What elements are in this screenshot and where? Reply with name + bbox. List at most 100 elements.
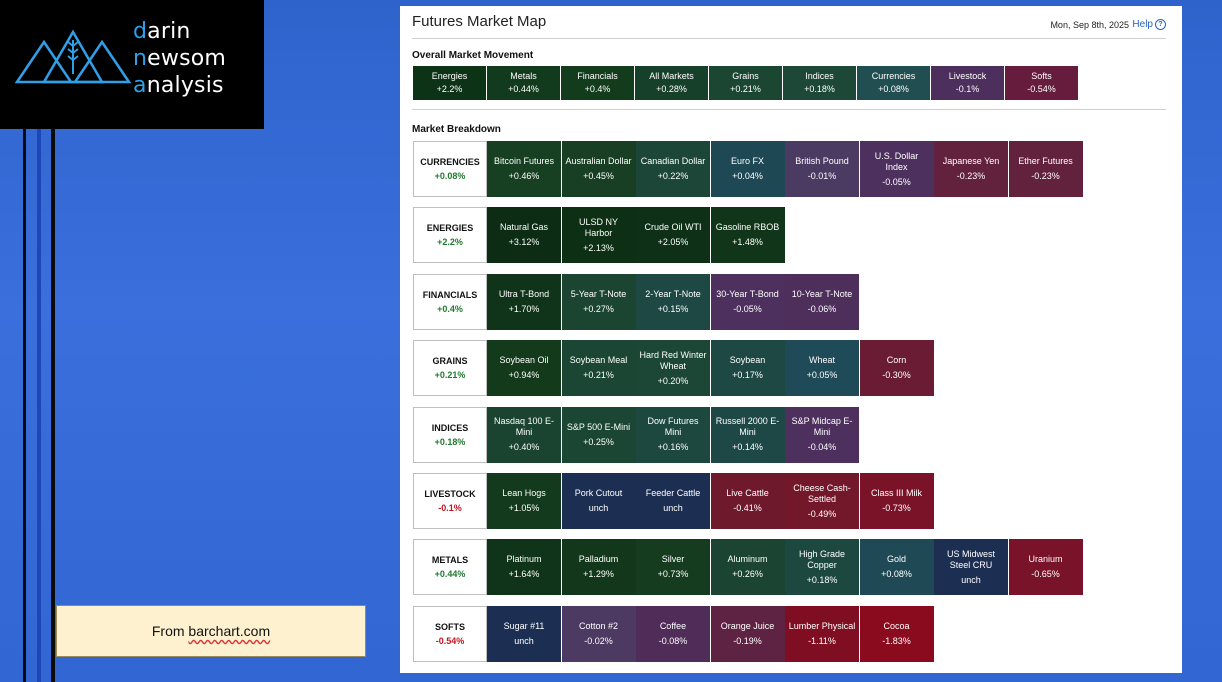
market-tile-dow-futures-mini[interactable]: Dow Futures Mini +0.16% (636, 406, 710, 463)
row-change: +0.21% (434, 370, 466, 381)
row-label-indices[interactable]: INDICES +0.18% (413, 406, 487, 463)
market-tile-aluminum[interactable]: Aluminum +0.26% (710, 539, 785, 596)
market-tile-japanese-yen[interactable]: Japanese Yen -0.23% (934, 141, 1008, 197)
row-label-livestock[interactable]: LIVESTOCK -0.1% (413, 473, 487, 529)
market-tile-canadian-dollar[interactable]: Canadian Dollar +0.22% (636, 141, 710, 197)
market-tile-silver[interactable]: Silver +0.73% (636, 539, 710, 596)
market-tile-platinum[interactable]: Platinum +1.64% (487, 539, 561, 596)
source-caption: From barchart.com (56, 605, 366, 657)
tile-name: Canadian Dollar (640, 156, 706, 166)
tile-change: +1.48% (732, 237, 763, 248)
overall-tile-grains[interactable]: Grains +0.21% (709, 66, 782, 100)
market-tile-soybean-meal[interactable]: Soybean Meal +0.21% (561, 340, 636, 397)
tile-change: +0.08% (878, 84, 909, 94)
tile-name: Euro FX (730, 156, 764, 166)
row-label-financials[interactable]: FINANCIALS +0.4% (413, 273, 487, 330)
market-tile-u-s-dollar-index[interactable]: U.S. Dollar Index -0.05% (859, 141, 934, 197)
market-tile-5-year-t-note[interactable]: 5-Year T-Note +0.27% (561, 273, 636, 330)
market-tile-s-p-midcap-e-mini[interactable]: S&P Midcap E-Mini -0.04% (785, 406, 859, 463)
row-label-energies[interactable]: ENERGIES +2.2% (413, 207, 487, 264)
tile-name: Indices (805, 71, 834, 81)
market-tile-cheese-cash-settled[interactable]: Cheese Cash-Settled -0.49% (785, 473, 859, 529)
row-change: +0.18% (434, 436, 466, 447)
market-tile-gold[interactable]: Gold +0.08% (859, 539, 934, 596)
tile-name: Cocoa (883, 620, 910, 631)
market-tile-10-year-t-note[interactable]: 10-Year T-Note -0.06% (785, 273, 859, 330)
market-tile-orange-juice[interactable]: Orange Juice -0.19% (710, 605, 785, 662)
market-tile-euro-fx[interactable]: Euro FX +0.04% (710, 141, 785, 197)
row-label-metals[interactable]: METALS +0.44% (413, 539, 487, 596)
tile-name: 2-Year T-Note (645, 288, 701, 299)
market-tile-cotton-2[interactable]: Cotton #2 -0.02% (561, 605, 636, 662)
tile-name: Gasoline RBOB (715, 222, 780, 233)
overall-tile-energies[interactable]: Energies +2.2% (413, 66, 486, 100)
tile-change: -0.04% (807, 442, 837, 453)
market-tile-ether-futures[interactable]: Ether Futures -0.23% (1008, 141, 1083, 197)
market-tile-bitcoin-futures[interactable]: Bitcoin Futures +0.46% (487, 141, 561, 197)
market-tile-ultra-t-bond[interactable]: Ultra T-Bond +1.70% (487, 273, 561, 330)
tile-name: US Midwest Steel CRU (946, 548, 995, 570)
market-tile-live-cattle[interactable]: Live Cattle -0.41% (710, 473, 785, 529)
row-label-currencies[interactable]: CURRENCIES +0.08% (413, 141, 487, 197)
row-name: INDICES (431, 422, 469, 433)
tile-name: Crude Oil WTI (644, 222, 702, 233)
overall-tile-softs[interactable]: Softs -0.54% (1005, 66, 1078, 100)
market-tile-soybean[interactable]: Soybean +0.17% (710, 340, 785, 397)
market-tile-us-midwest-steel-cru[interactable]: US Midwest Steel CRU unch (934, 539, 1008, 596)
market-tile-russell-2000-e-mini[interactable]: Russell 2000 E-Mini +0.14% (710, 406, 785, 463)
tile-change: unch (514, 635, 534, 646)
market-tile-crude-oil-wti[interactable]: Crude Oil WTI +2.05% (636, 207, 710, 264)
logo: darin newsom analysis (0, 0, 264, 129)
overall-tile-metals[interactable]: Metals +0.44% (487, 66, 560, 100)
market-tile-corn[interactable]: Corn -0.30% (859, 340, 934, 397)
market-tile-feeder-cattle[interactable]: Feeder Cattle unch (636, 473, 710, 529)
overall-tile-all-markets[interactable]: All Markets +0.28% (635, 66, 708, 100)
market-tile-natural-gas[interactable]: Natural Gas +3.12% (487, 207, 561, 264)
market-tile-british-pound[interactable]: British Pound -0.01% (785, 141, 859, 197)
market-tile-s-p-500-e-mini[interactable]: S&P 500 E-Mini +0.25% (561, 406, 636, 463)
tile-name: Grains (732, 71, 759, 81)
market-tile-lean-hogs[interactable]: Lean Hogs +1.05% (487, 473, 561, 529)
market-tile-palladium[interactable]: Palladium +1.29% (561, 539, 636, 596)
overall-tile-financials[interactable]: Financials +0.4% (561, 66, 634, 100)
market-tile-sugar-11[interactable]: Sugar #11 unch (487, 605, 561, 662)
row-label-grains[interactable]: GRAINS +0.21% (413, 340, 487, 397)
market-tile-soybean-oil[interactable]: Soybean Oil +0.94% (487, 340, 561, 397)
market-tile-cocoa[interactable]: Cocoa -1.83% (859, 605, 934, 662)
logo-initial: a (133, 73, 147, 98)
row-name: FINANCIALS (422, 289, 478, 300)
market-tile-gasoline-rbob[interactable]: Gasoline RBOB +1.48% (710, 207, 785, 264)
row-label-softs[interactable]: SOFTS -0.54% (413, 605, 487, 662)
market-tile-wheat[interactable]: Wheat +0.05% (785, 340, 859, 397)
market-tile-30-year-t-bond[interactable]: 30-Year T-Bond -0.05% (710, 273, 785, 330)
tile-change: unch (663, 503, 683, 513)
overall-tile-livestock[interactable]: Livestock -0.1% (931, 66, 1004, 100)
market-tile-2-year-t-note[interactable]: 2-Year T-Note +0.15% (636, 273, 710, 330)
tile-name: S&P Midcap E-Mini (791, 416, 853, 438)
row-change: +0.08% (434, 171, 466, 181)
overall-tile-currencies[interactable]: Currencies +0.08% (857, 66, 930, 100)
help-link[interactable]: Help ? (1132, 19, 1166, 30)
breakdown-section-title: Market Breakdown (412, 124, 501, 135)
market-tile-ulsd-ny-harbor[interactable]: ULSD NY Harbor +2.13% (561, 207, 636, 264)
market-tile-australian-dollar[interactable]: Australian Dollar +0.45% (561, 141, 636, 197)
market-tile-high-grade-copper[interactable]: High Grade Copper +0.18% (785, 539, 859, 596)
source-link[interactable]: barchart.com (188, 623, 271, 639)
caption-prefix: From (151, 623, 189, 639)
tile-change: +0.26% (732, 569, 763, 580)
market-tile-uranium[interactable]: Uranium -0.65% (1008, 539, 1083, 596)
tile-change: -0.54% (1027, 84, 1056, 94)
tile-change: unch (588, 503, 609, 513)
row-change: -0.54% (435, 635, 465, 646)
market-tile-nasdaq-100-e-mini[interactable]: Nasdaq 100 E-Mini +0.40% (487, 406, 561, 463)
market-tile-class-iii-milk[interactable]: Class III Milk -0.73% (859, 473, 934, 529)
logo-line: newsom (133, 45, 226, 72)
tile-name: Feeder Cattle (645, 488, 701, 498)
market-tile-pork-cutout[interactable]: Pork Cutout unch (561, 473, 636, 529)
tile-change: +2.05% (657, 237, 689, 248)
overall-tile-indices[interactable]: Indices +0.18% (783, 66, 856, 100)
market-tile-coffee[interactable]: Coffee -0.08% (636, 605, 710, 662)
market-tile-lumber-physical[interactable]: Lumber Physical -1.11% (785, 605, 859, 662)
market-tile-hard-red-winter-wheat[interactable]: Hard Red Winter Wheat +0.20% (636, 340, 710, 397)
tile-name: Wheat (808, 355, 835, 366)
